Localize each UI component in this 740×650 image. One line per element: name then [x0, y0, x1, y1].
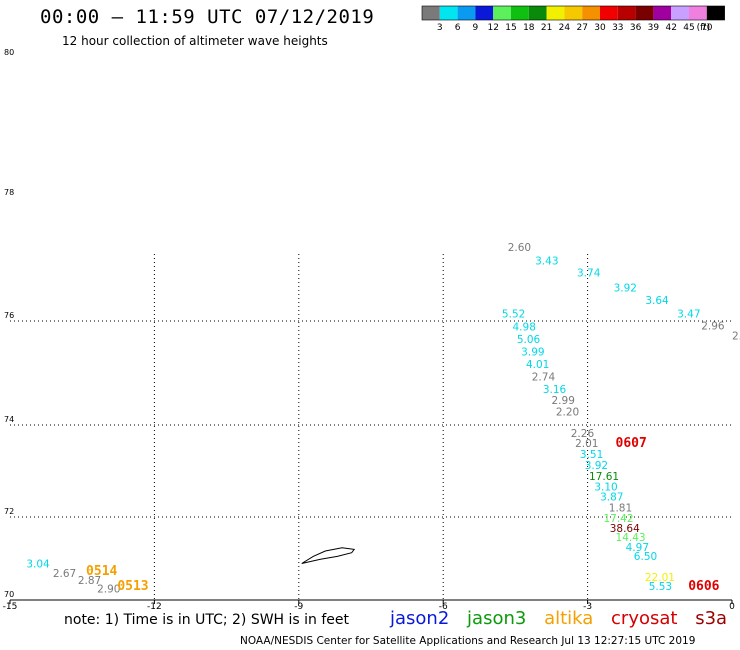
legend-swatch [635, 6, 654, 20]
legend-swatch [528, 6, 547, 20]
wave-height-label: 3.16 [543, 384, 567, 396]
wave-height-label: 2.01 [575, 438, 598, 450]
wave-height-label: 5.53 [649, 581, 672, 593]
wave-height-label: 17.61 [589, 471, 619, 483]
wave-height-label: 3.87 [600, 491, 623, 503]
pass-time-label: 0514 [86, 564, 117, 579]
wave-height-label: 1.81 [609, 502, 632, 514]
satellite-s3a: s3a [695, 608, 728, 629]
legend-swatch [582, 6, 600, 20]
legend-unit: (ft) [697, 23, 711, 33]
x-tick-label: -6 [439, 602, 448, 612]
wave-height-label: 2.20 [556, 407, 579, 419]
wave-height-label: 3.47 [677, 308, 700, 320]
x-tick-label: -9 [294, 602, 303, 612]
wave-height-label: 3.51 [580, 449, 603, 461]
legend-bin-label: 42 [665, 23, 676, 33]
wave-height-label: 22.01 [645, 572, 675, 584]
y-tick-label: 80 [4, 48, 14, 57]
wave-height-label: 3.74 [577, 268, 601, 280]
legend-swatch [457, 6, 476, 20]
x-tick-label: -15 [3, 602, 18, 612]
legend-bin-label: 36 [630, 23, 642, 33]
satellite-jason2: jason2 [390, 608, 450, 629]
wave-height-label: 5.52 [502, 308, 525, 320]
pass-time-label: 0513 [117, 579, 148, 594]
legend-bin-label: 9 [473, 23, 479, 33]
chart-title: 00:00 – 11:59 UTC 07/12/2019 [40, 6, 375, 28]
legend-swatch [511, 6, 529, 20]
wave-height-label: 3.43 [535, 255, 558, 267]
legend-bin-label: 70 [701, 23, 713, 33]
satellite-jason3: jason3 [467, 608, 527, 629]
wave-height-label: 17.42 [603, 513, 633, 525]
legend-bin-label: 27 [576, 23, 587, 33]
legend-swatch [475, 6, 494, 20]
legend-bin-label: 18 [523, 23, 535, 33]
y-tick-label: 74 [4, 415, 14, 424]
chart-subtitle: 12 hour collection of altimeter wave hei… [62, 34, 328, 48]
legend-bin-label: 12 [487, 23, 498, 33]
wave-height-label: 3.92 [614, 282, 637, 294]
legend-swatch [564, 6, 583, 20]
wave-height-label: 2.74 [532, 371, 556, 383]
wave-height-label: 6.50 [634, 551, 657, 563]
wave-height-label: 4.01 [526, 359, 549, 371]
legend-bin-label: 45 [683, 23, 694, 33]
y-tick-label: 76 [4, 311, 14, 320]
legend-bin-label: 24 [559, 23, 571, 33]
legend-swatch [493, 6, 511, 20]
legend-frame [421, 5, 725, 21]
legend-bin-label: 33 [612, 23, 623, 33]
y-tick-label: 70 [4, 590, 14, 599]
wave-height-label: 4.98 [513, 321, 536, 333]
x-tick-label: 0 [729, 602, 735, 612]
wave-height-label: 5.06 [517, 334, 541, 346]
satellite-legend: jason2 jason3 altika cryosat s3a [390, 608, 739, 629]
legend-swatch [439, 6, 458, 20]
wave-height-label: 3.99 [521, 346, 544, 358]
wave-height-label: 14.43 [616, 532, 646, 544]
wave-height-label: 3.10 [594, 481, 617, 493]
x-tick-label: -3 [583, 602, 592, 612]
island-outline [301, 547, 356, 564]
wave-height-label: 3.04 [26, 559, 50, 571]
legend-bin-label: 30 [594, 23, 606, 33]
wave-height-label: 3.92 [585, 460, 608, 472]
wave-height-label: 4.97 [626, 542, 649, 554]
satellite-cryosat: cryosat [611, 608, 678, 629]
y-tick-label: 78 [4, 188, 14, 197]
legend-bin-label: 21 [541, 23, 552, 33]
wave-height-label: 2.96 [701, 320, 725, 332]
pass-time-label: 0607 [616, 436, 647, 451]
wave-height-label: 2.67 [53, 568, 76, 580]
legend-swatch [706, 6, 725, 20]
wave-height-label: 2.99 [552, 395, 575, 407]
wave-height-label: 2.26 [571, 428, 595, 440]
wave-height-label: 38.64 [610, 523, 640, 535]
satellite-altika: altika [544, 608, 594, 629]
footer-note: note: 1) Time is in UTC; 2) SWH is in fe… [64, 612, 350, 628]
legend-bin-label: 3 [437, 23, 443, 33]
legend-bin-label: 15 [505, 23, 516, 33]
pass-time-label: 0606 [688, 579, 719, 594]
wave-height-label: 2.60 [508, 242, 531, 254]
footer-credit: NOAA/NESDIS Center for Satellite Applica… [240, 635, 696, 647]
legend-bin-label: 39 [648, 23, 660, 33]
legend-swatch [600, 6, 618, 20]
legend-swatch [422, 6, 440, 20]
y-tick-label: 72 [4, 507, 14, 516]
x-tick-label: -12 [147, 602, 162, 612]
wave-height-label: 2.87 [78, 575, 101, 587]
legend-swatch [671, 6, 689, 20]
wave-height-label: 2. [732, 331, 740, 343]
legend-bin-label: 6 [455, 23, 461, 33]
legend-swatch [689, 6, 707, 20]
legend-swatch [653, 6, 672, 20]
legend-swatch [617, 6, 636, 20]
wave-height-label: 2.90 [97, 584, 120, 596]
wave-height-label: 3.64 [645, 295, 669, 307]
legend-swatch [546, 6, 565, 20]
